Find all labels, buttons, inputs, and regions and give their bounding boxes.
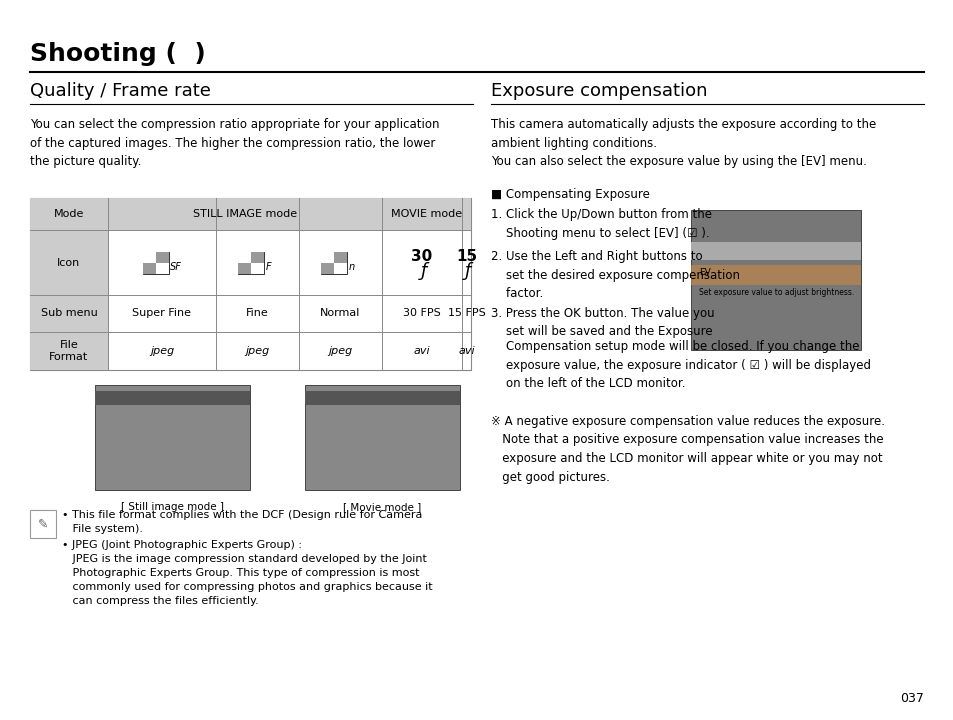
Bar — [305, 385, 459, 490]
Bar — [321, 251, 335, 263]
Bar — [690, 210, 861, 350]
Bar — [30, 230, 108, 295]
Text: Super Fine: Super Fine — [132, 308, 192, 318]
Text: You can select the compression ratio appropriate for your application
of the cap: You can select the compression ratio app… — [30, 118, 439, 168]
Text: ƒ: ƒ — [420, 261, 427, 279]
Bar — [252, 251, 264, 263]
Text: ※ A negative exposure compensation value reduces the exposure.
   Note that a po: ※ A negative exposure compensation value… — [491, 415, 884, 484]
Text: File
Format: File Format — [50, 340, 89, 362]
Text: [ Movie mode ]: [ Movie mode ] — [343, 502, 421, 512]
Bar — [238, 263, 252, 274]
Text: Exposure compensation: Exposure compensation — [491, 82, 707, 100]
Bar — [238, 251, 264, 274]
Text: Icon: Icon — [57, 258, 81, 268]
Text: 1. Click the Up/Down button from the
    Shooting menu to select [EV] (☑ ).: 1. Click the Up/Down button from the Sho… — [491, 208, 711, 240]
Bar — [690, 242, 861, 260]
Text: 037: 037 — [900, 692, 923, 705]
Text: Fine: Fine — [246, 308, 269, 318]
Bar — [30, 510, 56, 538]
Text: Shooting (  ): Shooting ( ) — [30, 42, 206, 66]
Text: jpeg: jpeg — [328, 346, 353, 356]
Bar — [321, 251, 347, 274]
Bar — [143, 251, 169, 274]
Text: Compensation setup mode will be closed. If you change the
    exposure value, th: Compensation setup mode will be closed. … — [491, 340, 870, 390]
Text: STILL IMAGE mode: STILL IMAGE mode — [193, 209, 296, 219]
Text: Mode: Mode — [53, 209, 84, 219]
Bar — [252, 263, 264, 274]
Text: jpeg: jpeg — [150, 346, 174, 356]
Bar — [305, 391, 459, 405]
Text: avi: avi — [414, 346, 430, 356]
Bar — [690, 265, 861, 285]
Text: 30 FPS: 30 FPS — [403, 308, 440, 318]
Text: avi: avi — [457, 346, 475, 356]
Text: • JPEG (Joint Photographic Experts Group) :
   JPEG is the image compression sta: • JPEG (Joint Photographic Experts Group… — [62, 540, 432, 606]
Text: ✎: ✎ — [38, 518, 49, 531]
Text: Set exposure value to adjust brightness.: Set exposure value to adjust brightness. — [699, 288, 853, 297]
Text: Normal: Normal — [320, 308, 360, 318]
Bar — [30, 198, 471, 370]
Bar — [238, 251, 252, 263]
Text: 15 FPS: 15 FPS — [447, 308, 485, 318]
Text: n: n — [348, 261, 355, 271]
Bar — [95, 385, 250, 490]
Bar — [321, 263, 335, 274]
Text: ƒ: ƒ — [465, 261, 471, 279]
Text: EV: EV — [699, 268, 710, 277]
Text: 2. Use the Left and Right buttons to
    set the desired exposure compensation
 : 2. Use the Left and Right buttons to set… — [491, 250, 740, 300]
Bar — [156, 263, 169, 274]
Bar — [30, 332, 108, 370]
Text: F: F — [265, 261, 271, 271]
Bar — [30, 198, 471, 230]
Bar — [335, 251, 347, 263]
Text: SF: SF — [170, 261, 182, 271]
Bar — [95, 391, 250, 405]
Text: jpeg: jpeg — [245, 346, 270, 356]
Text: [ Still image mode ]: [ Still image mode ] — [121, 502, 224, 512]
Text: Sub menu: Sub menu — [41, 308, 97, 318]
Bar — [143, 251, 156, 263]
Bar — [30, 295, 108, 332]
Text: MOVIE mode: MOVIE mode — [391, 209, 461, 219]
Bar — [335, 263, 347, 274]
Text: 30: 30 — [411, 249, 432, 264]
Text: 15: 15 — [456, 249, 476, 264]
Bar — [156, 251, 169, 263]
Text: 3. Press the OK button. The value you
    set will be saved and the Exposure: 3. Press the OK button. The value you se… — [491, 307, 714, 338]
Bar — [30, 198, 108, 230]
Text: This camera automatically adjusts the exposure according to the
ambient lighting: This camera automatically adjusts the ex… — [491, 118, 876, 168]
Text: Quality / Frame rate: Quality / Frame rate — [30, 82, 211, 100]
Text: • This file format complies with the DCF (Design rule for Camera
   File system): • This file format complies with the DCF… — [62, 510, 422, 534]
Text: ■ Compensating Exposure: ■ Compensating Exposure — [491, 188, 649, 201]
Bar — [143, 263, 156, 274]
